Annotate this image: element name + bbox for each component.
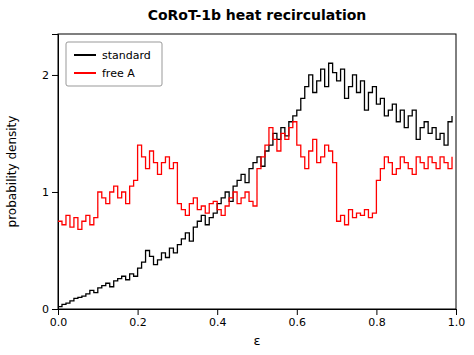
y-axis-title: probability density: [5, 116, 19, 228]
axis-line: [52, 35, 59, 310]
tick: 0.6: [289, 309, 307, 329]
tick-mark: [297, 309, 298, 315]
legend-swatch: [74, 54, 96, 56]
tick-mark: [52, 309, 58, 310]
tick-label: 0.0: [50, 316, 68, 329]
legend-label: free A: [102, 67, 135, 80]
legend-label: standard: [102, 49, 151, 62]
tick-label: 0.4: [209, 316, 227, 329]
tick-mark: [376, 309, 377, 315]
series-group: [58, 63, 452, 306]
title: CoRoT-1b heat recirculation: [148, 7, 367, 23]
chart: 0.0 0.2 0.4 0.6 0.8 1.0 0 1 2 standard free A CoRoT…: [0, 0, 474, 355]
tick: 0.2: [129, 309, 147, 329]
tick-label: 1: [42, 186, 49, 199]
tick-label: 0: [42, 303, 49, 316]
tick-label: 1.0: [448, 316, 466, 329]
x-axis-title: ε: [253, 333, 260, 348]
legend: standard free A: [66, 42, 162, 86]
tick: 2: [42, 69, 58, 82]
tick-label: 0.8: [368, 316, 386, 329]
plot: 0.0 0.2 0.4 0.6 0.8 1.0 0 1 2 standard free A: [42, 34, 465, 329]
y-axis: 0 1 2: [42, 35, 59, 317]
series-line: [58, 122, 452, 230]
tick-label: 0.2: [129, 316, 147, 329]
tick-mark: [456, 309, 457, 315]
tick-mark: [217, 309, 218, 315]
tick: 0.0: [50, 309, 68, 329]
tick-mark: [52, 192, 58, 193]
axis-line: [59, 310, 457, 316]
x-axis: 0.0 0.2 0.4 0.6 0.8 1.0: [50, 309, 466, 329]
tick: 1: [42, 186, 58, 199]
tick-label: 2: [42, 69, 49, 82]
series-line: [58, 63, 452, 306]
plot-frame: [58, 34, 456, 309]
legend-swatch: [74, 72, 96, 74]
tick-mark: [138, 309, 139, 315]
legend-box: [66, 42, 162, 86]
tick: 0.8: [368, 309, 386, 329]
tick: 1.0: [448, 309, 466, 329]
tick-label: 0.6: [289, 316, 307, 329]
tick: 0.4: [209, 309, 227, 329]
tick: 0: [42, 303, 58, 316]
tick-mark: [52, 75, 58, 76]
